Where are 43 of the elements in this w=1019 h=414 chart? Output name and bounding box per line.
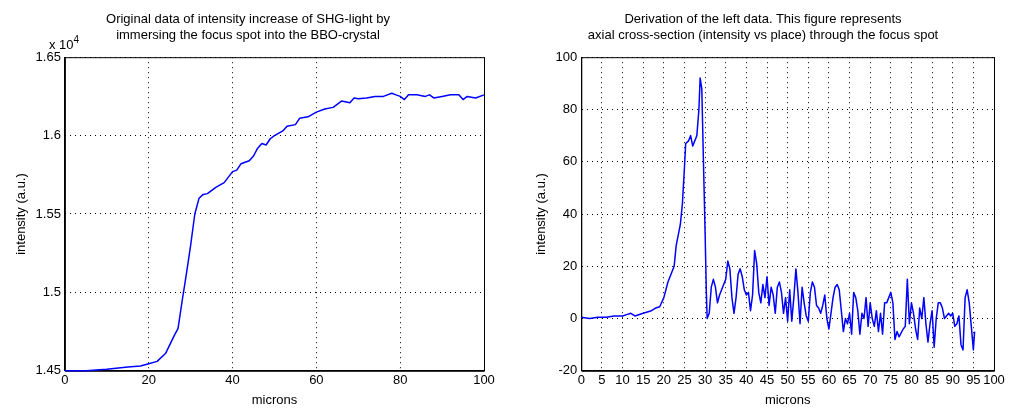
x-tick-label: 75 xyxy=(883,372,899,388)
y-axis-title: intensity (a.u.) xyxy=(533,173,549,255)
x-tick-label: 70 xyxy=(862,372,878,388)
x-tick-label: 20 xyxy=(141,372,156,388)
x-tick-label: 100 xyxy=(983,372,1005,388)
x-axis-title: microns xyxy=(764,391,811,407)
x-tick-label: 60 xyxy=(309,372,324,388)
x-tick-label: 35 xyxy=(718,372,733,388)
x-tick-label: 85 xyxy=(924,372,940,388)
y-tick-label: 100 xyxy=(555,48,578,64)
chart-title: Original data of intensity increase of SHG-light by immersing the focus spot into the BBO-crystal xyxy=(106,11,391,42)
x-tick-label: 55 xyxy=(801,372,816,388)
x-tick-label: 50 xyxy=(780,372,795,388)
y-tick-label: 60 xyxy=(562,153,578,169)
x-axis-title: microns xyxy=(251,391,298,407)
y-tick-label: 80 xyxy=(562,101,578,117)
y-tick-label: 40 xyxy=(562,205,578,221)
y-tick-label: -20 xyxy=(558,362,578,378)
x-tick-label: 60 xyxy=(821,372,837,388)
x-tick-label: 100 xyxy=(473,372,495,388)
x-tick-label: 20 xyxy=(656,372,672,388)
x-tick-label: 45 xyxy=(759,372,775,388)
y-tick-label: 1.55 xyxy=(35,205,61,221)
y-tick-label: 20 xyxy=(562,257,578,273)
chart-title: Derivation of the left data. This figure represents axial cross-section (intensity vs place) through the focus spot xyxy=(587,11,939,42)
y-tick-label: 1.5 xyxy=(42,283,61,299)
y-tick-label: 0 xyxy=(570,310,578,326)
y-tick-label: 1.65 xyxy=(35,48,61,64)
x-tick-label: 25 xyxy=(677,372,692,388)
x-tick-label: 65 xyxy=(842,372,857,388)
x-tick-label: 90 xyxy=(945,372,960,388)
x-tick-label: 80 xyxy=(904,372,919,388)
x-tick-label: 80 xyxy=(392,372,408,388)
x-tick-label: 15 xyxy=(635,372,651,388)
y-tick-label: 1.45 xyxy=(35,362,61,378)
x-tick-label: 30 xyxy=(697,372,713,388)
x-tick-label: 10 xyxy=(615,372,630,388)
x-tick-label: 40 xyxy=(739,372,754,388)
x-tick-label: 40 xyxy=(225,372,240,388)
y-tick-label: 1.6 xyxy=(42,127,61,143)
x-tick-label: 95 xyxy=(966,372,981,388)
x-tick-label: 5 xyxy=(598,372,606,388)
y-axis-title: intensity (a.u.) xyxy=(13,173,29,255)
